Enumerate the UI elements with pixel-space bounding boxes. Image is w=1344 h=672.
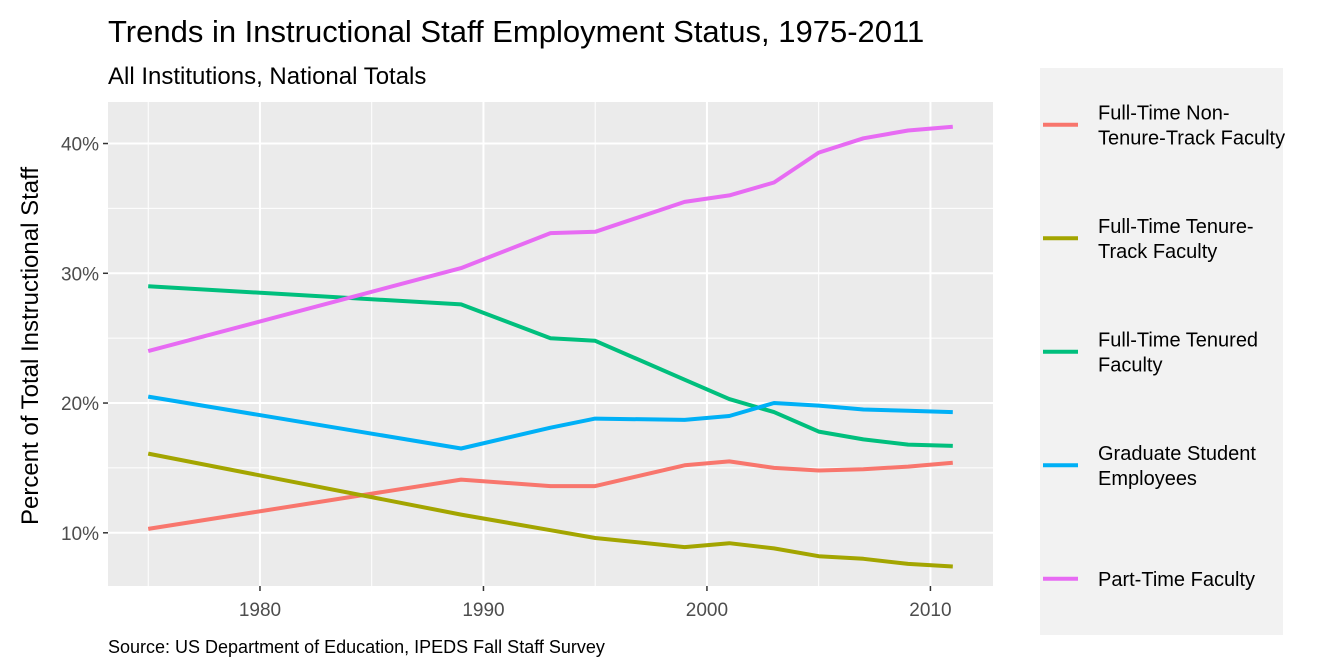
- x-tick-label: 1990: [462, 600, 504, 621]
- chart-title: Trends in Instructional Staff Employment…: [108, 14, 924, 49]
- legend-box: [1040, 68, 1283, 635]
- y-tick-label: 10%: [61, 524, 99, 545]
- legend: Full-Time Non- Tenure-Track Faculty Full-T…: [1043, 102, 1285, 591]
- legend-label: Track Faculty: [1098, 241, 1217, 263]
- legend-label: Part-Time Faculty: [1098, 569, 1255, 591]
- series-line-3: [148, 284, 953, 448]
- series-line-1: [147, 459, 953, 531]
- y-axis-label: Percent of Total Instructional Staff: [17, 167, 44, 525]
- plot-panel: [108, 102, 993, 586]
- y-tick-label: 20%: [61, 394, 99, 415]
- chart-subtitle: All Institutions, National Totals: [108, 63, 426, 90]
- legend-label: Employees: [1098, 468, 1197, 490]
- series-line-2: [147, 451, 953, 569]
- series-line-5: [147, 124, 953, 354]
- legend-label: Full-Time Tenure-: [1098, 216, 1254, 238]
- legend-label: Full-Time Tenured: [1098, 329, 1258, 351]
- legend-label: Tenure-Track Faculty: [1098, 127, 1285, 149]
- series-lines: [147, 124, 953, 569]
- legend-label: Full-Time Non-: [1098, 102, 1230, 124]
- legend-label: Graduate Student: [1098, 443, 1256, 465]
- legend-label: Faculty: [1098, 354, 1162, 376]
- x-axis: 1980 1990 2000 2010: [239, 586, 952, 621]
- x-tick-label: 2000: [686, 600, 728, 621]
- y-axis: 10% 20% 30% 40%: [61, 135, 108, 545]
- y-tick-label: 30%: [61, 264, 99, 285]
- x-tick-label: 1980: [239, 600, 281, 621]
- x-tick-label: 2010: [909, 600, 951, 621]
- y-tick-label: 40%: [61, 135, 99, 156]
- series-line-4: [147, 394, 953, 451]
- source-caption: Source: US Department of Education, IPED…: [108, 637, 605, 657]
